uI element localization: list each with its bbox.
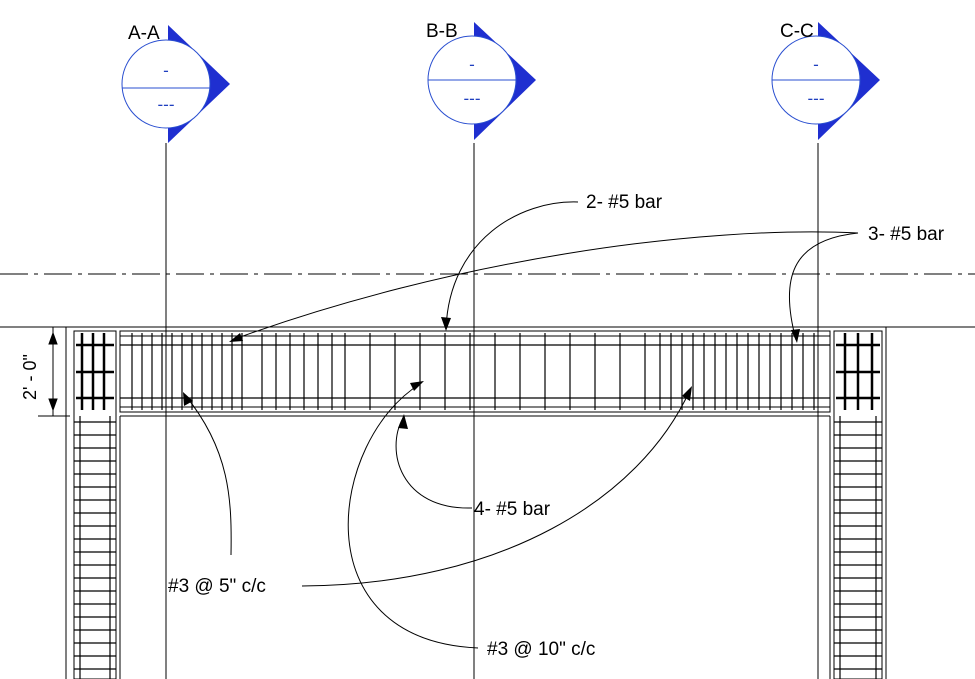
right-column-ties	[834, 416, 882, 679]
right-column	[829, 327, 887, 679]
section-bottom-c: ---	[807, 89, 825, 108]
section-label-b: B-B	[426, 21, 458, 42]
beam	[0, 326, 975, 417]
beam-stirrups	[120, 333, 830, 410]
leaders	[184, 201, 859, 649]
left-column-ties	[74, 416, 116, 679]
left-column	[65, 327, 121, 679]
label-2-bar: 2- #5 bar	[586, 192, 663, 213]
depth-dimension	[38, 326, 66, 416]
section-bottom-b: ---	[463, 89, 481, 108]
label-stirrup-10: #3 @ 10" c/c	[487, 639, 596, 660]
left-joint	[76, 333, 114, 410]
label-stirrup-5: #3 @ 5" c/c	[168, 576, 266, 597]
section-marker-a	[121, 25, 230, 143]
label-4-bar: 4- #5 bar	[474, 499, 551, 520]
label-3-bar: 3- #5 bar	[868, 224, 945, 245]
section-top-a: -	[163, 61, 169, 80]
section-label-a: A-A	[128, 23, 160, 44]
leader-arrows	[183, 317, 800, 429]
section-marker-c	[771, 22, 880, 140]
depth-dimension-label: 2' - 0"	[20, 354, 40, 400]
section-top-c: -	[813, 55, 819, 74]
section-bottom-a: ---	[157, 95, 175, 114]
right-joint	[836, 333, 880, 410]
section-top-b: -	[469, 55, 475, 74]
section-marker-b	[427, 22, 536, 140]
section-label-c: C-C	[780, 21, 814, 42]
